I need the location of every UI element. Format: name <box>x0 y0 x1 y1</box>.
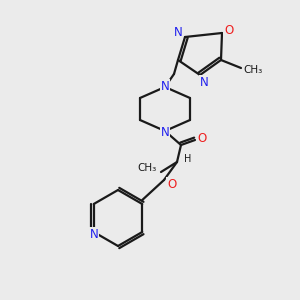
Text: O: O <box>197 131 207 145</box>
Text: N: N <box>200 76 208 88</box>
Text: N: N <box>174 26 182 40</box>
Text: CH₃: CH₃ <box>137 163 157 173</box>
Text: H: H <box>184 154 192 164</box>
Text: CH₃: CH₃ <box>243 65 262 75</box>
Text: O: O <box>224 23 234 37</box>
Text: N: N <box>89 227 98 241</box>
Text: N: N <box>160 80 169 92</box>
Text: N: N <box>160 125 169 139</box>
Text: O: O <box>167 178 177 190</box>
